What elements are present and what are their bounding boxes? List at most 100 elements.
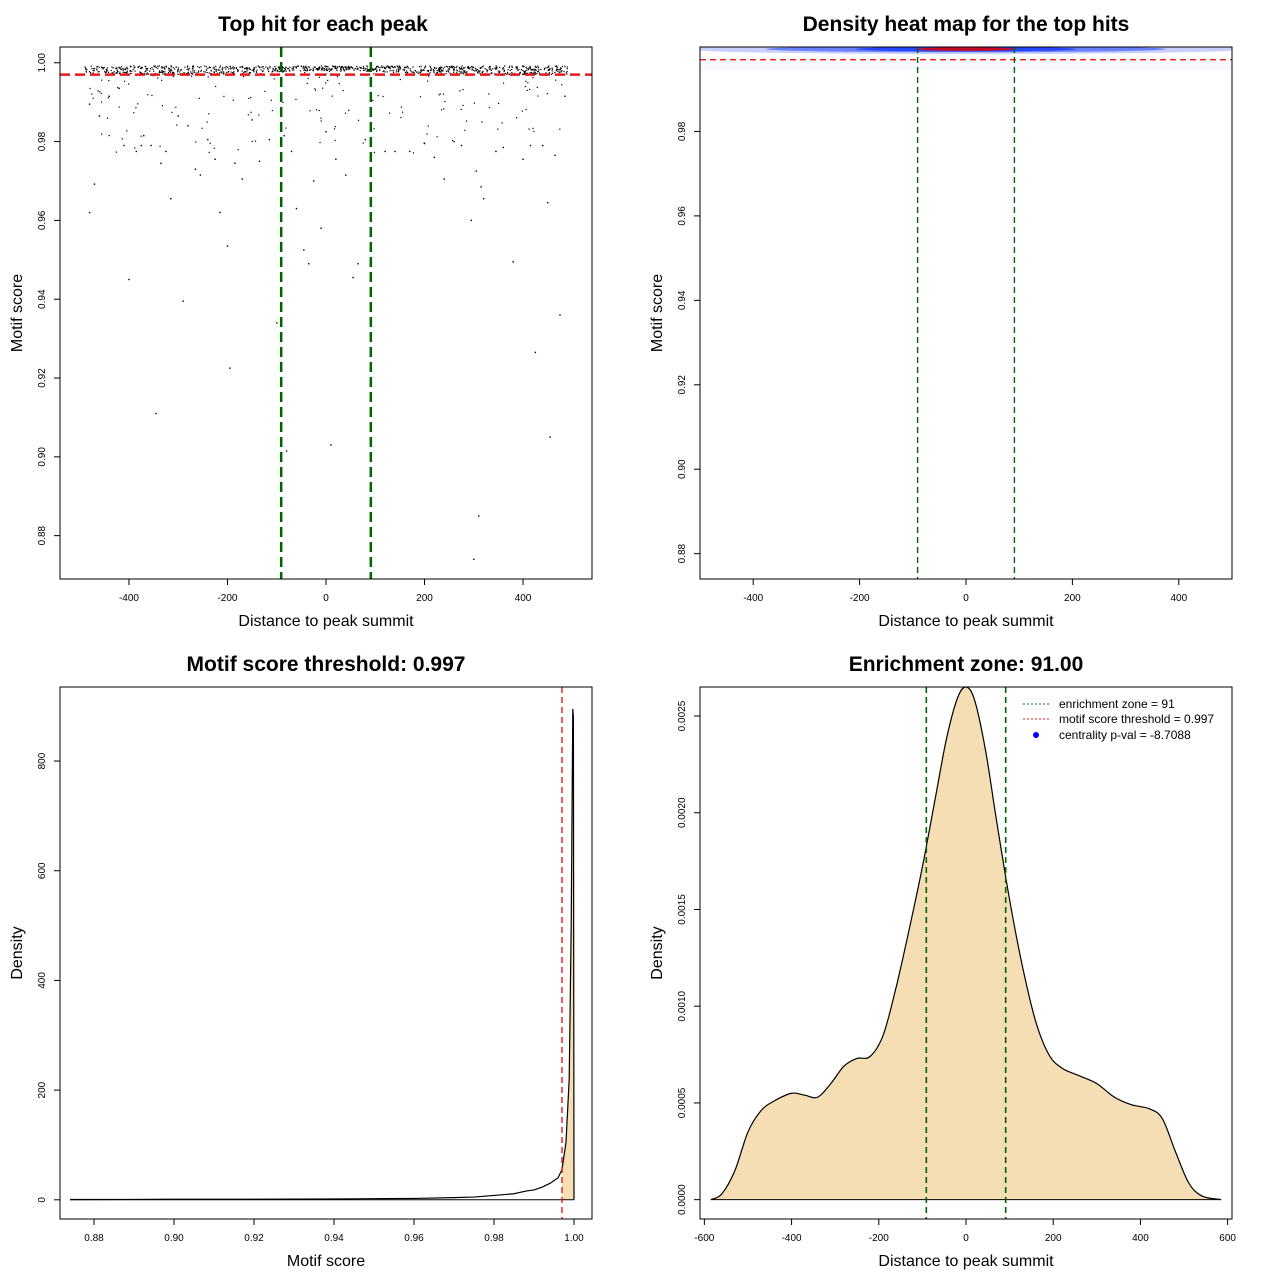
data-point	[462, 104, 464, 107]
data-point	[343, 70, 346, 72]
data-point	[436, 70, 438, 72]
data-point	[402, 68, 404, 70]
data-point	[124, 68, 127, 70]
data-point	[427, 69, 430, 72]
data-point	[161, 67, 163, 69]
data-point	[198, 67, 201, 69]
data-point	[101, 79, 103, 81]
x-tick-label: 0.96	[404, 1233, 424, 1244]
data-point	[469, 67, 471, 69]
data-point	[295, 207, 298, 210]
data-point	[106, 71, 108, 73]
data-point	[207, 138, 209, 141]
data-point	[343, 69, 345, 71]
data-point	[433, 70, 435, 72]
data-point	[231, 67, 233, 69]
data-point	[522, 69, 524, 72]
data-point	[177, 67, 180, 69]
data-point	[222, 71, 224, 73]
data-point	[547, 66, 549, 69]
data-point	[277, 69, 279, 71]
x-axis-label: Distance to peak summit	[878, 613, 1054, 630]
data-point	[241, 65, 244, 68]
data-point	[433, 72, 435, 74]
data-point	[530, 71, 533, 74]
data-point	[161, 105, 164, 107]
data-point	[299, 70, 302, 72]
data-point	[386, 65, 388, 67]
data-point	[462, 88, 464, 91]
data-point	[451, 67, 453, 69]
data-point	[237, 70, 239, 72]
data-point	[488, 106, 491, 109]
data-point	[282, 101, 284, 104]
data-point	[137, 66, 139, 68]
data-point	[552, 72, 554, 74]
data-point	[172, 75, 174, 78]
data-point	[368, 69, 371, 72]
data-point	[115, 72, 117, 74]
data-point	[164, 66, 166, 68]
data-point	[438, 67, 440, 70]
data-point	[103, 66, 105, 69]
data-point	[381, 65, 383, 67]
data-point	[170, 68, 172, 70]
data-point	[233, 67, 236, 69]
data-point	[388, 66, 390, 69]
data-point	[200, 66, 202, 68]
data-point	[186, 68, 188, 70]
data-point	[210, 70, 212, 72]
data-point	[356, 69, 358, 71]
data-point	[119, 67, 121, 69]
data-point	[290, 150, 293, 153]
data-point	[207, 67, 209, 70]
data-point	[360, 67, 362, 69]
data-point	[377, 66, 380, 68]
data-point	[334, 126, 336, 128]
y-tick-label: 0.92	[677, 375, 688, 395]
data-point	[320, 65, 323, 67]
data-point	[283, 134, 285, 137]
data-point	[198, 97, 200, 99]
data-point	[330, 68, 332, 70]
data-point	[424, 66, 426, 68]
y-tick-label: 0.88	[677, 543, 688, 563]
data-point	[188, 69, 190, 71]
data-point	[529, 88, 531, 91]
data-point	[232, 66, 234, 68]
data-point	[535, 69, 537, 72]
data-point	[219, 72, 221, 74]
data-point	[96, 68, 98, 70]
data-point	[225, 68, 227, 70]
data-point	[153, 70, 155, 72]
data-point	[161, 66, 163, 68]
data-point	[439, 93, 441, 95]
data-point	[268, 70, 270, 73]
data-point	[419, 71, 421, 73]
data-point	[193, 66, 195, 68]
data-point	[274, 65, 276, 68]
y-axis-label: Motif score	[9, 274, 26, 352]
data-point	[561, 84, 563, 86]
data-point	[501, 122, 503, 124]
data-point	[300, 65, 302, 68]
data-point	[155, 66, 157, 69]
data-point	[433, 156, 436, 159]
data-point	[177, 115, 179, 117]
data-point	[557, 70, 559, 72]
data-point	[373, 151, 375, 154]
data-point	[382, 70, 384, 73]
data-point	[524, 70, 527, 72]
data-point	[279, 68, 281, 70]
data-point	[273, 69, 275, 72]
data-point	[345, 69, 347, 71]
data-point	[312, 180, 315, 182]
data-point	[269, 66, 271, 68]
data-point	[440, 109, 443, 111]
data-point	[478, 71, 480, 73]
data-point	[427, 125, 429, 127]
data-point	[118, 72, 120, 75]
density-line	[70, 708, 575, 1201]
y-tick-label: 0.96	[677, 206, 688, 226]
data-point	[147, 73, 150, 75]
